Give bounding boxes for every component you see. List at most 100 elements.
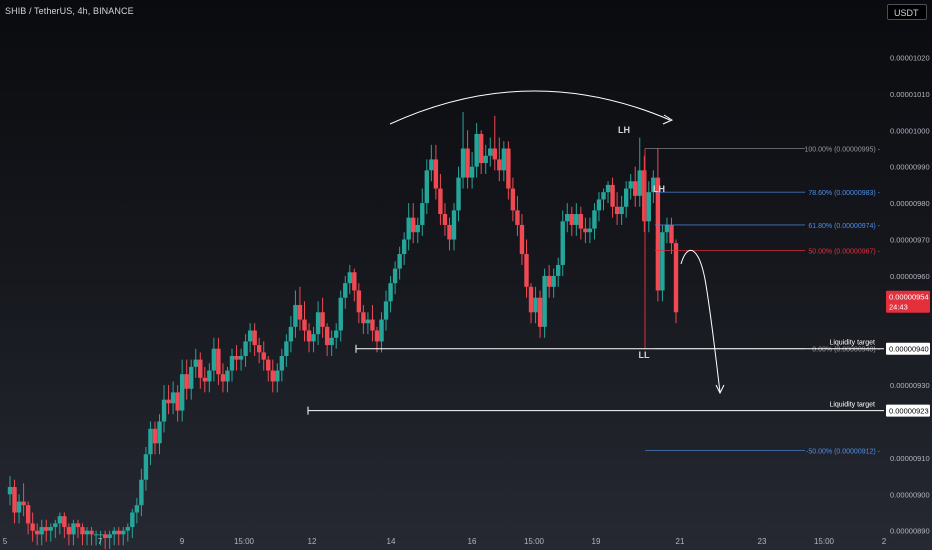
candle-body: [25, 505, 31, 524]
candle-body: [293, 305, 298, 327]
candle-body: [528, 286, 534, 313]
level-940-tag: 0.00000940: [886, 342, 930, 355]
currency-button[interactable]: USDT: [887, 4, 927, 20]
level-940-tag-bg: [886, 342, 930, 355]
candle-body: [84, 530, 90, 535]
candle-body: [166, 399, 171, 404]
fib-label: 0.00% (0.00000940) -: [812, 347, 880, 354]
candle-body: [637, 170, 642, 196]
candle-body: [93, 534, 99, 536]
candle-body: [546, 275, 552, 287]
candle-body: [569, 214, 574, 225]
candle-body: [7, 487, 13, 495]
annotations-layer: LH LH LL: [389, 90, 725, 395]
candle-body: [664, 224, 670, 233]
candle-body: [442, 214, 448, 225]
candle-body: [220, 374, 226, 382]
candle-body: [605, 184, 611, 193]
candle-body: [193, 359, 198, 367]
x-tick-label: 9: [180, 537, 185, 546]
candle-body: [411, 217, 416, 233]
candle-body: [216, 348, 221, 375]
candle-body: [256, 345, 262, 353]
candle-body: [506, 148, 511, 189]
candle-body: [592, 210, 597, 229]
candle-body: [44, 527, 49, 531]
candle-body: [302, 319, 307, 331]
candle-body: [116, 530, 121, 535]
candle-body: [247, 330, 253, 342]
x-tick-label: 15:00: [524, 537, 545, 546]
candle-body: [152, 428, 158, 444]
x-tick-label: 15:00: [234, 537, 255, 546]
candle-body: [642, 170, 647, 222]
candle-body: [388, 283, 393, 302]
fib-label: 50.00% (0.00000967) -: [808, 248, 880, 255]
candle-body: [447, 224, 452, 240]
candle-body: [21, 501, 26, 506]
candle-body: [102, 534, 108, 538]
candle-body: [619, 206, 624, 215]
arc-arrow: [389, 90, 671, 125]
candle-body: [623, 188, 629, 207]
candle-body: [420, 203, 425, 225]
candle-body: [238, 355, 244, 360]
candle-body: [483, 155, 488, 164]
current-price-tag-text: 0.00000954: [889, 293, 929, 302]
candle-body: [134, 505, 140, 513]
fib-label: 78.60% (0.00000983) -: [808, 190, 880, 197]
candle-body: [12, 487, 17, 513]
candle-body: [234, 355, 239, 360]
candle-body: [669, 224, 674, 244]
candle-body: [374, 330, 380, 342]
ll-label: LL: [639, 350, 650, 360]
x-tick-label: 2: [882, 537, 887, 546]
x-tick-label: 5: [3, 537, 8, 546]
candle-body: [456, 177, 461, 211]
candle-body: [646, 192, 652, 222]
levels-layer: 100.00% (0.00000995) - 78.60% (0.00000983…: [307, 147, 884, 456]
candle-body: [66, 527, 72, 535]
candle-body: [469, 166, 475, 178]
y-tick-label: 0.00000990: [890, 163, 930, 172]
candle-body: [252, 330, 257, 346]
y-axis: 0.00001020 0.00001010 0.00001000 0.00000990…: [886, 54, 930, 536]
y-tick-label: 0.00000910: [890, 454, 930, 463]
candle-body: [542, 275, 547, 327]
candle-body: [460, 148, 466, 178]
candle-body: [275, 370, 280, 382]
candle-body: [148, 428, 153, 455]
level-923-tag-text: 0.00000923: [889, 407, 929, 416]
candle-body: [655, 177, 661, 291]
candle-body: [306, 330, 312, 342]
candle-body: [533, 297, 538, 313]
candle-body: [125, 527, 130, 531]
candle-body: [57, 516, 63, 524]
candle-body: [583, 228, 588, 233]
candle-body: [284, 341, 289, 356]
candle-body: [601, 192, 606, 200]
candle-body: [261, 352, 266, 360]
candle-body: [207, 370, 212, 382]
candle-body: [112, 530, 117, 535]
candle-body: [492, 148, 497, 160]
candle-body: [614, 206, 620, 215]
candle-body: [537, 297, 543, 327]
candle-body: [383, 301, 389, 320]
candle-body: [596, 199, 602, 211]
y-tick-label: 0.00000900: [890, 490, 930, 499]
y-tick-label: 0.00001010: [890, 90, 930, 99]
candle-body: [356, 290, 362, 313]
candle-body: [510, 188, 516, 211]
candle-body: [352, 272, 357, 291]
candle-body: [121, 530, 126, 535]
x-tick-label: 16: [468, 537, 477, 546]
candle-body: [98, 534, 103, 536]
candle-body: [424, 170, 430, 204]
candle-body: [179, 374, 185, 411]
candle-body: [229, 355, 235, 371]
candle-body: [556, 264, 561, 276]
candle-body: [161, 399, 167, 422]
